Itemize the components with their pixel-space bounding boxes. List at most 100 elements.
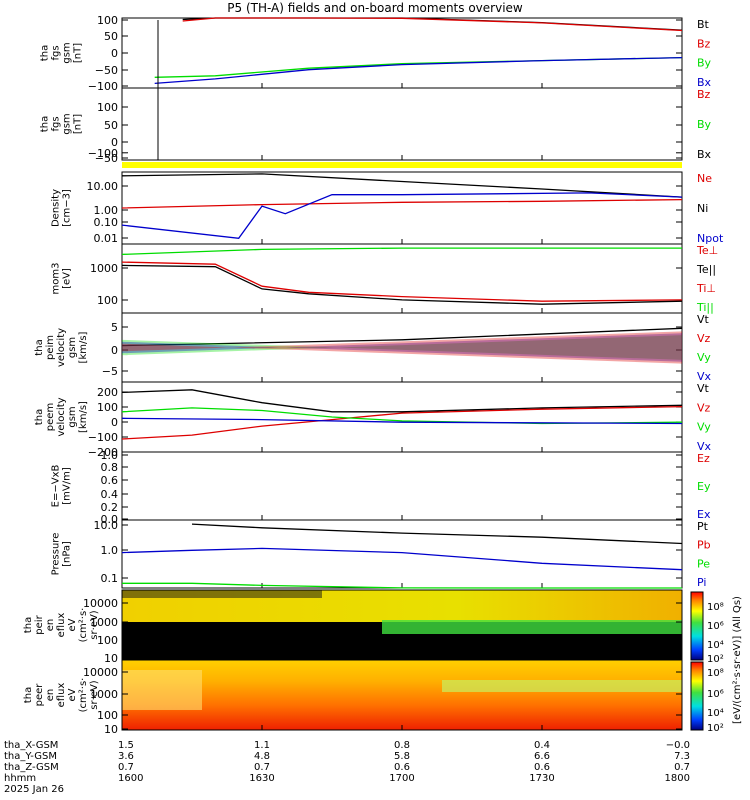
series-p8-Pe [122,582,682,589]
colorbar-tick: 10⁴ [707,640,724,651]
series-p1-By [154,56,683,78]
panel-5: tha peim velocity gsm [km/s] 5 0 −5 Vt Vz Vy Vx [34,312,712,383]
panel-frame [121,87,683,161]
ylabel-line: tha [34,409,45,425]
legend-Bz: Bz [697,88,711,101]
ylabel-line: eflux [56,613,67,638]
ylabel-line: Density [51,189,62,227]
spectrogram-ion-top [122,590,322,598]
series-p3-Npot [121,192,683,239]
legend-Vx: Vx [697,440,712,453]
colorbar-electron [690,661,704,731]
tick-label: 10 [104,652,118,665]
ylabel-line: peir [34,614,45,634]
colorbar-tick: 10² [707,654,724,665]
panel-frame [121,519,683,589]
tick-label: 5 [111,321,118,334]
series-p5-Vt [121,327,683,347]
series-p8-Pi [121,547,683,571]
tick-label: 100 [97,634,118,647]
ylabel-line: en [45,689,56,702]
legend-Vt: Vt [697,313,710,326]
panel-3: Density [cm−3] 10.00 1.000.10 0.01 Ne Ni Npot [51,171,724,245]
tick-label: −100 [88,431,118,444]
ylabel-line: peem [45,403,56,431]
tick-label: 100 [97,14,118,27]
ylabel: Pressure [nPa] [51,533,73,576]
x-col-Z: 0.7 [674,762,690,773]
ylabel-line: velocity [56,397,67,436]
tick-label: 0 [111,47,118,60]
legend-Bt: Bt [697,18,710,31]
x-col-Z: 0.7 [254,762,270,773]
velocity-noise-band [122,335,682,360]
ylabel: tha peim velocity gsm [km/s] [34,328,89,367]
tick-label: 0.4 [101,488,119,501]
legend-Pi: Pi [697,576,706,589]
x-col-X: 0.4 [534,740,550,751]
x-col-hhmm: 1600 [118,773,143,784]
x-col-Z: 0.6 [394,762,410,773]
legend-Te⊥: Te⊥ [696,244,718,257]
ylabel: Density [cm−3] [51,189,73,227]
tick-label: 50 [104,119,118,132]
legend-Te||: Te|| [696,263,716,276]
spectrogram-electron-band [442,680,682,692]
legend-Npot: Npot [697,232,724,245]
ylabel-line: velocity [56,328,67,367]
ylabel: tha fgs gsm [nT] [40,113,84,134]
ylabel-line: [mV/m] [62,467,73,505]
panel-frame [121,171,683,245]
tick-label: 0.10 [94,216,119,229]
legend-Bx: Bx [697,148,712,161]
spectrogram-ion-green [382,620,682,634]
x-col-hhmm: 1730 [529,773,554,784]
panel-10: tha peer en eflux eV (cm²·s· sr·eV)10000 1000 10… [23,659,683,736]
x-col-X: 0.8 [394,740,410,751]
ylabel-line: [cm−3] [62,189,73,227]
legend-By: By [697,57,712,70]
tick-label: 10 [104,723,118,736]
ylabel-line: fgs [51,116,62,131]
velocity-noise-band [122,331,682,364]
tick-label: −100 [88,80,118,93]
x-col-X: 1.1 [254,740,270,751]
panel-9: tha peir en eflux eV (cm²·s· sr·eV)10000 1000 10… [23,589,683,665]
legend-Vy: Vy [697,351,711,364]
ylabel: tha peer en eflux eV (cm²·s· sr·eV) [23,678,100,713]
series-p3-Ni [121,173,683,198]
ylabel-line: [nT] [73,114,84,134]
velocity-noise-band [122,333,682,362]
x-col-Z: 0.6 [534,762,550,773]
ylabel-line: gsm [62,42,73,63]
colorbar-tick: 10⁴ [707,708,724,719]
legend-Bx: Bx [697,76,712,89]
tick-label: 100 [97,401,118,414]
legend-Pe: Pe [697,557,710,570]
colorbar-tick: 10⁶ [707,689,724,700]
x-col-Y: 6.6 [534,751,550,762]
x-row-label: 2025 Jan 26 [4,784,64,795]
series-p1-Bz [182,17,683,32]
tick-label: 0.8 [101,461,119,474]
tick-label: 1.00 [94,204,119,217]
legend-Ez: Ez [697,452,710,465]
tick-label: 10.0 [94,519,119,532]
x-col-hhmm: 1800 [665,773,690,784]
tick-label: −50 [95,64,118,77]
tick-label: 0.01 [94,232,119,245]
legend-Ni: Ni [697,202,708,215]
legend-Vz: Vz [697,401,711,414]
ylabel-line: (cm²·s· [78,678,89,713]
legend-Pt: Pt [697,520,709,533]
colorbar-tick: 10² [707,723,724,734]
legend-Ti||: Ti|| [696,301,714,314]
ylabel: mom3 [eV] [51,263,73,295]
series-p6-Vz [121,405,683,440]
ylabel-line: [eV] [62,268,73,289]
tick-label: −5 [102,365,118,378]
ylabel-line: en [45,619,56,632]
colorbar-tick: 10⁶ [707,621,724,632]
tick-label: 0.1 [101,572,119,585]
